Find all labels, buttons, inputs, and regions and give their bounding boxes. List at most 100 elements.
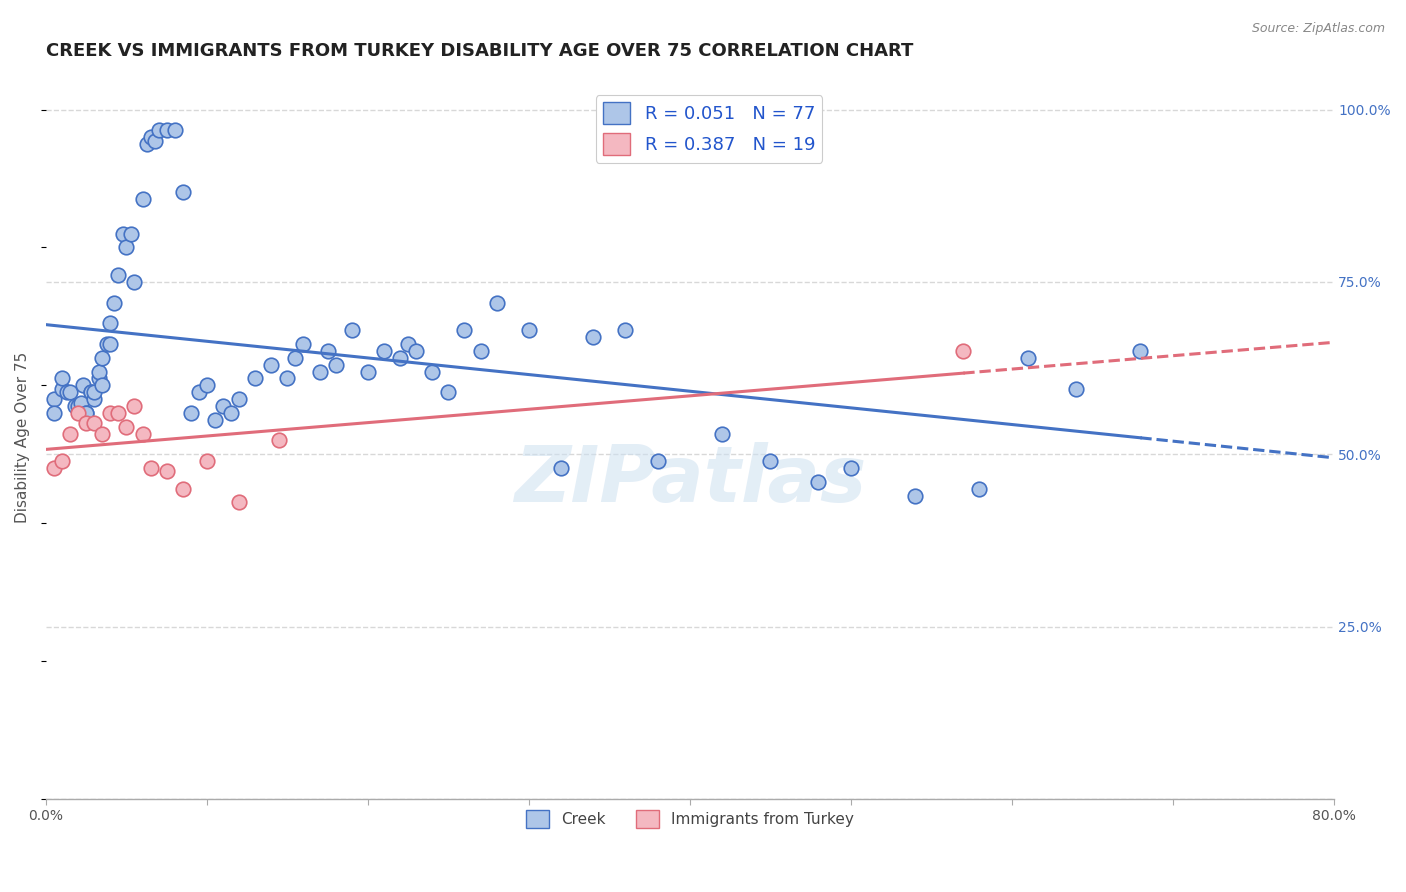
Point: [260, 358, 283, 372]
Point: [107, 406, 129, 420]
Point: [308, 365, 330, 379]
Point: [112, 227, 135, 241]
Point: [51, 454, 73, 468]
Point: [115, 419, 138, 434]
Point: [156, 465, 179, 479]
Point: [437, 385, 460, 400]
Point: [1064, 382, 1087, 396]
Point: [292, 337, 315, 351]
Point: [284, 351, 307, 365]
Point: [228, 392, 250, 406]
Point: [75, 416, 97, 430]
Point: [195, 378, 218, 392]
Point: [83, 416, 105, 430]
Point: [710, 426, 733, 441]
Point: [405, 343, 427, 358]
Text: CREEK VS IMMIGRANTS FROM TURKEY DISABILITY AGE OVER 75 CORRELATION CHART: CREEK VS IMMIGRANTS FROM TURKEY DISABILI…: [46, 42, 914, 60]
Point: [139, 130, 162, 145]
Point: [517, 323, 540, 337]
Point: [228, 495, 250, 509]
Point: [172, 482, 194, 496]
Point: [59, 426, 82, 441]
Point: [269, 434, 291, 448]
Point: [51, 371, 73, 385]
Point: [42, 392, 65, 406]
Point: [63, 399, 86, 413]
Point: [98, 406, 121, 420]
Point: [67, 406, 90, 420]
Point: [91, 426, 114, 441]
Point: [582, 330, 605, 344]
Point: [219, 406, 242, 420]
Point: [136, 137, 159, 152]
Point: [131, 192, 153, 206]
Point: [485, 295, 508, 310]
Point: [87, 371, 110, 385]
Point: [204, 413, 226, 427]
Point: [904, 489, 927, 503]
Point: [550, 461, 572, 475]
Point: [396, 337, 419, 351]
Point: [187, 385, 209, 400]
Point: [80, 385, 103, 400]
Point: [96, 337, 118, 351]
Point: [72, 378, 94, 392]
Point: [195, 454, 218, 468]
Point: [172, 186, 194, 200]
Point: [91, 378, 114, 392]
Point: [75, 406, 97, 420]
Point: [245, 371, 267, 385]
Point: [83, 385, 105, 400]
Point: [107, 268, 129, 282]
Point: [59, 385, 82, 400]
Point: [103, 295, 125, 310]
Point: [839, 461, 862, 475]
Point: [156, 123, 179, 137]
Point: [952, 343, 974, 358]
Point: [67, 399, 90, 413]
Point: [115, 240, 138, 254]
Point: [212, 399, 235, 413]
Point: [340, 323, 363, 337]
Legend: Creek, Immigrants from Turkey: Creek, Immigrants from Turkey: [520, 804, 860, 835]
Point: [276, 371, 298, 385]
Point: [148, 123, 170, 137]
Point: [145, 134, 167, 148]
Point: [316, 343, 339, 358]
Point: [124, 275, 146, 289]
Point: [1017, 351, 1039, 365]
Point: [373, 343, 395, 358]
Point: [124, 399, 146, 413]
Point: [83, 392, 105, 406]
Text: ZIPatlas: ZIPatlas: [513, 442, 866, 518]
Point: [180, 406, 202, 420]
Point: [75, 406, 97, 420]
Point: [42, 406, 65, 420]
Point: [807, 475, 830, 489]
Point: [91, 351, 114, 365]
Point: [42, 461, 65, 475]
Point: [614, 323, 637, 337]
Point: [131, 426, 153, 441]
Text: Source: ZipAtlas.com: Source: ZipAtlas.com: [1251, 22, 1385, 36]
Point: [389, 351, 412, 365]
Point: [357, 365, 380, 379]
Point: [51, 382, 73, 396]
Point: [163, 123, 186, 137]
Point: [759, 454, 782, 468]
Point: [139, 461, 162, 475]
Point: [120, 227, 142, 241]
Point: [1129, 343, 1152, 358]
Point: [56, 385, 79, 400]
Point: [98, 316, 121, 330]
Point: [70, 395, 93, 409]
Point: [80, 385, 103, 400]
Point: [420, 365, 443, 379]
Point: [470, 343, 492, 358]
Point: [453, 323, 475, 337]
Point: [98, 337, 121, 351]
Point: [647, 454, 669, 468]
Point: [87, 365, 110, 379]
Point: [969, 482, 991, 496]
Y-axis label: Disability Age Over 75: Disability Age Over 75: [15, 351, 30, 523]
